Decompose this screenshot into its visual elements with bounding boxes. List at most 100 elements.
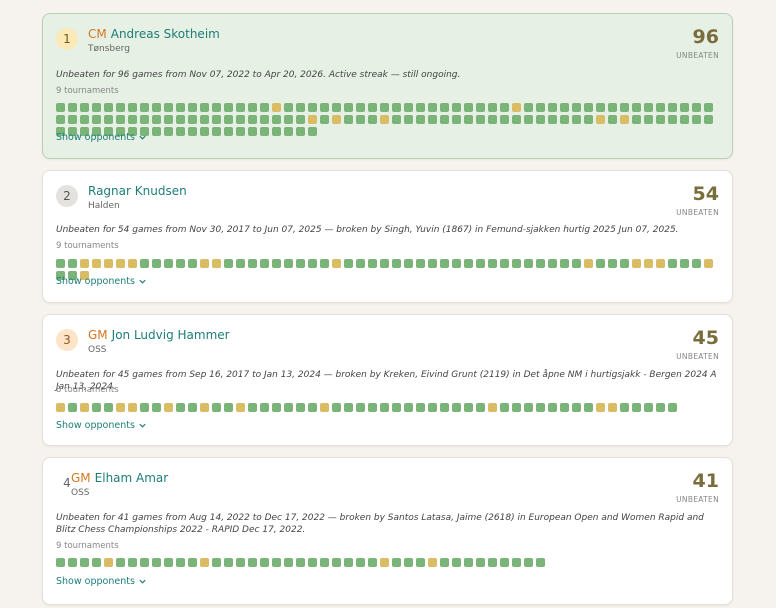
result-win — [488, 103, 497, 112]
result-win — [92, 558, 101, 567]
result-win — [284, 115, 293, 124]
result-win — [332, 558, 341, 567]
result-win — [344, 115, 353, 124]
result-draw — [200, 259, 209, 268]
result-win — [152, 558, 161, 567]
result-win — [416, 558, 425, 567]
result-win — [296, 127, 305, 136]
player-name-link[interactable]: Ragnar Knudsen — [88, 184, 187, 198]
result-win — [668, 115, 677, 124]
streak-card-3: 3 GM Jon Ludvig Hammer OSS 45 UNBEATEN Un… — [42, 314, 733, 446]
result-win — [452, 403, 461, 412]
result-win — [116, 115, 125, 124]
result-win — [260, 403, 269, 412]
result-win — [392, 103, 401, 112]
player-name-line: Ragnar Knudsen — [88, 184, 187, 198]
result-draw — [200, 558, 209, 567]
result-win — [308, 259, 317, 268]
result-win — [92, 103, 101, 112]
player-name-link[interactable]: Elham Amar — [94, 471, 169, 485]
result-win — [452, 103, 461, 112]
result-win — [596, 103, 605, 112]
show-opponents-button[interactable]: Show opponents — [56, 576, 147, 587]
result-win — [188, 259, 197, 268]
show-opponents-button[interactable]: Show opponents — [56, 276, 147, 287]
result-win — [176, 115, 185, 124]
player-name-link[interactable]: Andreas Skotheim — [110, 27, 220, 41]
result-win — [560, 259, 569, 268]
result-win — [344, 558, 353, 567]
rank-badge: 2 — [56, 185, 78, 207]
result-win — [368, 403, 377, 412]
result-win — [560, 403, 569, 412]
tournament-count: 8 tournaments — [56, 385, 119, 395]
result-win — [92, 127, 101, 136]
result-win — [212, 558, 221, 567]
player-club: Tønsberg — [88, 44, 130, 54]
result-draw — [104, 558, 113, 567]
result-win — [344, 403, 353, 412]
player-club: OSS — [71, 488, 90, 498]
show-opponents-label: Show opponents — [56, 132, 135, 143]
result-win — [584, 115, 593, 124]
result-win — [344, 259, 353, 268]
result-win — [692, 259, 701, 268]
tournament-count: 9 tournaments — [56, 541, 119, 551]
result-win — [56, 127, 65, 136]
result-win — [176, 127, 185, 136]
result-win — [440, 115, 449, 124]
result-win — [140, 127, 149, 136]
result-win — [248, 115, 257, 124]
result-draw — [596, 115, 605, 124]
result-win — [200, 115, 209, 124]
result-win — [68, 127, 77, 136]
result-win — [308, 103, 317, 112]
result-win — [332, 103, 341, 112]
result-win — [164, 103, 173, 112]
show-opponents-label: Show opponents — [56, 420, 135, 431]
streak-count: 96 — [692, 26, 719, 48]
result-win — [416, 259, 425, 268]
result-win — [296, 103, 305, 112]
result-win — [104, 103, 113, 112]
result-win — [404, 103, 413, 112]
result-win — [644, 103, 653, 112]
result-win — [68, 103, 77, 112]
result-win — [476, 558, 485, 567]
result-win — [56, 115, 65, 124]
result-win — [80, 127, 89, 136]
result-win — [284, 103, 293, 112]
result-win — [224, 558, 233, 567]
show-opponents-button[interactable]: Show opponents — [56, 132, 147, 143]
player-name-link[interactable]: Jon Ludvig Hammer — [111, 328, 230, 342]
result-win — [668, 103, 677, 112]
result-win — [572, 403, 581, 412]
result-win — [356, 259, 365, 268]
result-win — [680, 259, 689, 268]
result-win — [68, 558, 77, 567]
result-win — [236, 259, 245, 268]
result-win — [536, 115, 545, 124]
result-win — [656, 115, 665, 124]
result-win — [512, 259, 521, 268]
result-win — [572, 259, 581, 268]
result-win — [272, 403, 281, 412]
show-opponents-button[interactable]: Show opponents — [56, 420, 147, 431]
result-win — [368, 259, 377, 268]
result-win — [320, 103, 329, 112]
result-win — [320, 115, 329, 124]
result-draw — [656, 259, 665, 268]
player-club: Halden — [88, 201, 120, 211]
result-win — [368, 558, 377, 567]
result-win — [404, 403, 413, 412]
result-win — [644, 115, 653, 124]
result-win — [416, 403, 425, 412]
result-draw — [116, 403, 125, 412]
streak-description: Unbeaten for 45 games from Sep 16, 2017 … — [56, 370, 717, 392]
result-win — [320, 259, 329, 268]
results-strip — [56, 259, 722, 283]
result-win — [284, 127, 293, 136]
result-win — [416, 103, 425, 112]
result-win — [200, 103, 209, 112]
streak-description: Unbeaten for 96 games from Nov 07, 2022 … — [56, 70, 461, 80]
